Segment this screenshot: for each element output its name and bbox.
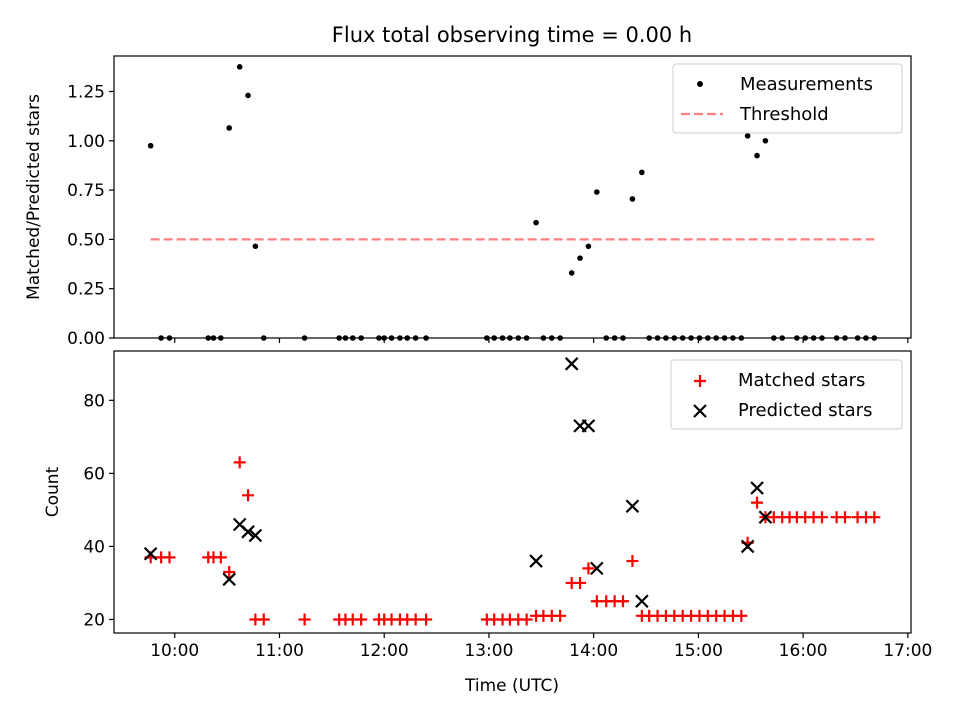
matched-stars-point xyxy=(163,551,176,564)
matched-stars-point xyxy=(355,613,368,626)
measurements-point xyxy=(236,64,243,70)
top-plot-frame xyxy=(113,55,912,339)
bottom-y-tick-label: 40 xyxy=(83,537,105,557)
x-tick-label: 10:00 xyxy=(150,641,199,661)
measurements-point xyxy=(252,243,259,250)
bottom-y-tick-label: 20 xyxy=(83,610,105,630)
legend-matched-label: Matched stars xyxy=(738,370,865,391)
matched-stars-point xyxy=(420,613,433,626)
bottom-y-tick-label: 80 xyxy=(83,391,105,411)
legend-measurements-marker xyxy=(697,81,703,87)
bottom-panel: 10:00 11:00 12:00 13:00 14:00 15:00 16:00 17:00… xyxy=(43,350,932,696)
top-y-tick-label: 1.25 xyxy=(67,82,105,102)
measurements-point xyxy=(594,189,600,195)
legend-predicted-label: Predicted stars xyxy=(738,400,872,421)
x-tick-label: 12:00 xyxy=(360,641,409,661)
predicted-stars-point xyxy=(625,499,640,514)
measurements-point xyxy=(147,142,154,149)
predicted-stars-point xyxy=(564,357,579,371)
x-tick-label: 14:00 xyxy=(569,641,618,661)
measurements-point xyxy=(639,169,645,176)
matched-stars-point xyxy=(751,496,764,509)
measurements-point xyxy=(568,270,575,276)
measurements-point xyxy=(577,255,583,261)
bottom-y-tick-label: 60 xyxy=(83,464,105,484)
bottom-data-marks xyxy=(143,357,881,626)
predicted-stars-point xyxy=(740,539,755,554)
measurements-point xyxy=(245,92,251,99)
predicted-stars-point xyxy=(758,510,773,524)
top-panel: 0.00 0.25 0.50 0.75 1.00 1.25 Matched/Predict… xyxy=(24,55,912,349)
bottom-legend-box xyxy=(670,359,903,430)
top-axis-ticks: 0.00 0.25 0.50 0.75 1.00 1.25 xyxy=(67,82,909,349)
matched-stars-point xyxy=(839,511,852,524)
predicted-stars-point xyxy=(750,481,764,495)
measurements-point xyxy=(744,133,751,139)
matched-stars-point xyxy=(626,555,639,568)
measurements-point xyxy=(585,243,592,250)
matched-stars-point xyxy=(868,511,881,524)
x-tick-label: 16:00 xyxy=(779,641,828,661)
x-tick-label: 15:00 xyxy=(674,641,723,661)
top-y-axis-label: Matched/Predicted stars xyxy=(24,94,44,300)
matched-stars-point xyxy=(214,551,227,564)
matched-stars-point xyxy=(409,613,422,626)
bottom-axis-ticks: 10:00 11:00 12:00 13:00 14:00 15:00 16:00 17:00… xyxy=(83,391,932,661)
predicted-stars-point xyxy=(590,561,604,576)
matched-stars-point xyxy=(616,595,629,608)
matched-stars-point xyxy=(574,576,587,589)
chart-title: Flux total observing time = 0.00 h xyxy=(332,23,692,47)
x-tick-label: 13:00 xyxy=(464,641,513,661)
predicted-stars-point xyxy=(143,546,158,561)
top-y-tick-label: 0.25 xyxy=(67,280,105,300)
predicted-stars-point xyxy=(248,528,263,543)
matched-stars-point xyxy=(520,613,533,626)
matched-stars-point xyxy=(233,456,246,469)
legend-threshold-label: Threshold xyxy=(739,104,829,125)
bottom-plot-frame xyxy=(113,350,912,634)
bottom-y-axis-label: Count xyxy=(43,466,63,517)
measurements-point xyxy=(629,196,636,202)
matched-stars-point xyxy=(582,562,595,575)
x-axis-label: Time (UTC) xyxy=(464,676,559,696)
predicted-stars-point xyxy=(529,554,543,568)
x-tick-label: 11:00 xyxy=(255,641,304,661)
predicted-stars-point xyxy=(581,419,596,433)
measurements-point xyxy=(762,137,769,144)
top-legend: Measurements Threshold xyxy=(672,63,903,134)
top-y-tick-label: 0.75 xyxy=(67,181,105,201)
predicted-stars-point xyxy=(635,594,649,608)
legend-measurements-label: Measurements xyxy=(740,74,873,95)
matched-stars-point xyxy=(554,609,567,622)
matched-stars-point xyxy=(242,489,255,502)
matched-stars-point xyxy=(257,613,270,626)
x-tick-label: 17:00 xyxy=(883,641,932,661)
matched-stars-point xyxy=(815,511,828,524)
measurements-point xyxy=(226,125,233,131)
top-data-marks xyxy=(147,64,878,341)
top-y-tick-label: 0.50 xyxy=(67,230,105,250)
measurements-point xyxy=(754,152,760,159)
matched-stars-point xyxy=(735,609,748,622)
predicted-stars-point xyxy=(222,572,236,587)
legend-predicted-marker xyxy=(693,404,707,418)
top-legend-box xyxy=(672,63,903,134)
matched-stars-point xyxy=(223,565,236,578)
top-y-tick-label: 1.00 xyxy=(67,132,105,152)
legend-matched-marker xyxy=(694,375,706,387)
bottom-legend: Matched stars Predicted stars xyxy=(670,359,903,430)
predicted-stars-point xyxy=(241,525,255,539)
top-y-tick-label: 0.00 xyxy=(67,329,105,349)
matched-stars-point xyxy=(298,613,311,626)
measurements-point xyxy=(533,219,539,226)
